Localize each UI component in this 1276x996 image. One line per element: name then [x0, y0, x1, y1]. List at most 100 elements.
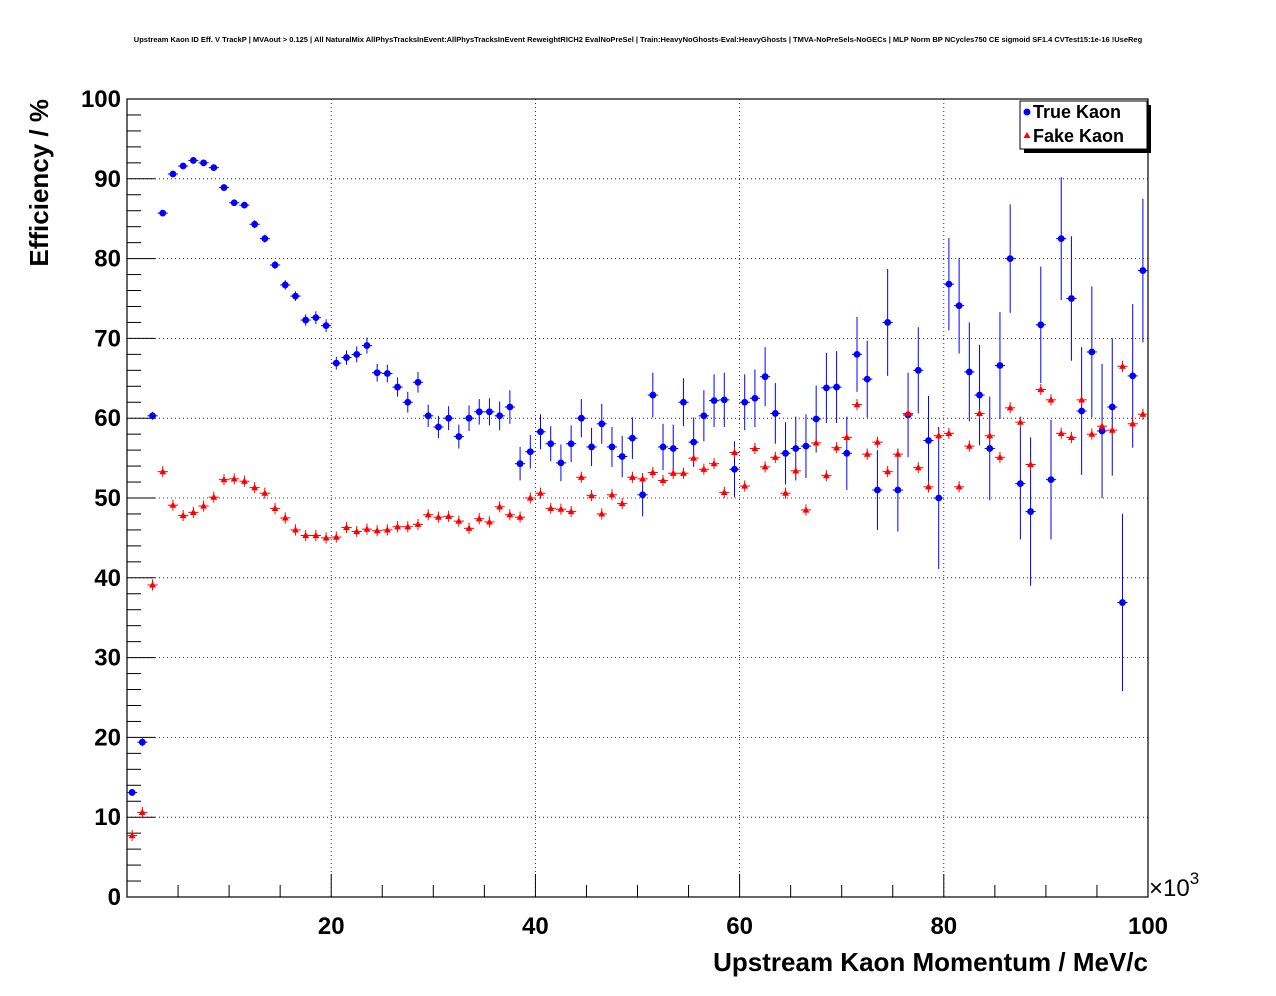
data-point-fake-kaon [486, 518, 493, 525]
chart-title: Upstream Kaon ID Eff. V TrackP | MVAout … [134, 35, 1143, 44]
data-point-true-kaon [169, 170, 177, 178]
data-point-true-kaon [332, 359, 340, 367]
data-point-true-kaon [771, 410, 779, 417]
data-point-fake-kaon [424, 511, 432, 518]
data-point-fake-kaon [179, 511, 187, 519]
data-point-fake-kaon [241, 477, 248, 484]
data-point-true-kaon [353, 350, 361, 358]
data-point-true-kaon [537, 428, 544, 436]
data-point-true-kaon [292, 292, 299, 300]
data-point-fake-kaon [945, 429, 953, 436]
data-point-true-kaon [567, 440, 575, 448]
data-point-true-kaon [210, 164, 218, 172]
data-point-fake-kaon [577, 473, 585, 480]
data-point-fake-kaon [628, 473, 636, 480]
data-point-fake-kaon [343, 523, 350, 531]
data-point-fake-kaon [1088, 430, 1096, 437]
data-point-true-kaon [1068, 295, 1075, 302]
data-point-fake-kaon [138, 808, 146, 816]
y-tick-label: 50 [94, 485, 121, 512]
data-point-fake-kaon [332, 533, 340, 540]
data-point-true-kaon [159, 209, 167, 217]
data-point-true-kaon [1037, 321, 1045, 329]
data-point-fake-kaon [547, 504, 555, 511]
data-point-true-kaon [822, 384, 830, 392]
data-point-true-kaon [189, 157, 197, 164]
data-point-fake-kaon [557, 505, 565, 512]
y-tick-label: 60 [94, 405, 121, 432]
data-point-true-kaon [925, 437, 932, 444]
data-point-fake-kaon [516, 513, 524, 520]
data-point-fake-kaon [128, 831, 136, 839]
data-point-fake-kaon [383, 526, 391, 533]
data-point-fake-kaon [608, 491, 616, 498]
data-point-fake-kaon [230, 475, 238, 482]
x-tick-label: 60 [726, 913, 753, 940]
y-tick-label: 10 [94, 804, 121, 831]
data-point-fake-kaon [935, 432, 943, 439]
data-point-fake-kaon [925, 483, 932, 490]
data-point-true-kaon [547, 440, 555, 448]
data-point-true-kaon [884, 319, 892, 326]
grid [127, 99, 1148, 897]
x-tick-label: 80 [930, 913, 957, 940]
data-point-fake-kaon [884, 468, 892, 475]
data-point-fake-kaon [771, 453, 779, 460]
data-point-true-kaon [373, 369, 381, 377]
data-point-true-kaon [435, 423, 442, 431]
data-point-true-kaon [986, 445, 994, 452]
data-point-true-kaon [271, 261, 279, 269]
data-point-fake-kaon [618, 499, 626, 507]
data-point-true-kaon [230, 199, 238, 207]
data-point-true-kaon [690, 438, 698, 446]
data-point-true-kaon [179, 162, 187, 170]
data-point-fake-kaon [455, 517, 463, 524]
data-point-fake-kaon [353, 527, 361, 535]
data-point-true-kaon [414, 378, 422, 386]
data-point-true-kaon [965, 368, 973, 376]
data-point-fake-kaon [149, 581, 156, 588]
data-point-true-kaon [914, 366, 922, 374]
data-point-true-kaon [935, 494, 943, 502]
data-point-true-kaon [526, 448, 534, 456]
data-point-fake-kaon [843, 433, 851, 440]
legend-label-true-kaon: True Kaon [1033, 102, 1121, 122]
data-point-true-kaon [996, 362, 1004, 369]
data-point-true-kaon [955, 302, 963, 310]
data-point-fake-kaon [404, 523, 412, 530]
data-point-true-kaon [720, 396, 728, 404]
data-point-true-kaon [138, 738, 146, 746]
data-point-fake-kaon [363, 525, 371, 532]
data-point-fake-kaon [700, 465, 708, 472]
data-point-fake-kaon [169, 501, 177, 508]
data-point-true-kaon [608, 443, 616, 451]
data-point-true-kaon [802, 442, 810, 450]
data-point-fake-kaon [710, 460, 718, 467]
data-point-true-kaon [1088, 348, 1096, 356]
data-point-true-kaon [577, 414, 585, 422]
data-point-fake-kaon [1119, 362, 1126, 369]
data-point-true-kaon [394, 383, 401, 391]
data-point-true-kaon [588, 443, 595, 451]
data-point-fake-kaon [761, 463, 769, 470]
data-point-fake-kaon [1078, 396, 1086, 403]
data-point-fake-kaon [894, 450, 902, 457]
y-tick-label: 70 [94, 325, 121, 352]
data-point-true-kaon [149, 412, 156, 420]
data-point-true-kaon [874, 486, 881, 494]
data-point-fake-kaon [281, 514, 289, 521]
data-point-true-kaon [200, 159, 207, 167]
data-point-true-kaon [465, 414, 473, 422]
data-point-true-kaon [700, 412, 708, 420]
y-tick-label: 80 [94, 246, 121, 273]
series-true-kaon [127, 157, 1148, 796]
data-point-fake-kaon [914, 464, 922, 471]
data-point-true-kaon [976, 391, 983, 399]
data-point-true-kaon [649, 391, 657, 399]
data-point-fake-kaon [475, 515, 483, 522]
data-point-true-kaon [281, 281, 289, 289]
data-point-true-kaon [241, 201, 248, 209]
data-point-fake-kaon [251, 484, 259, 491]
data-point-fake-kaon [435, 513, 442, 520]
